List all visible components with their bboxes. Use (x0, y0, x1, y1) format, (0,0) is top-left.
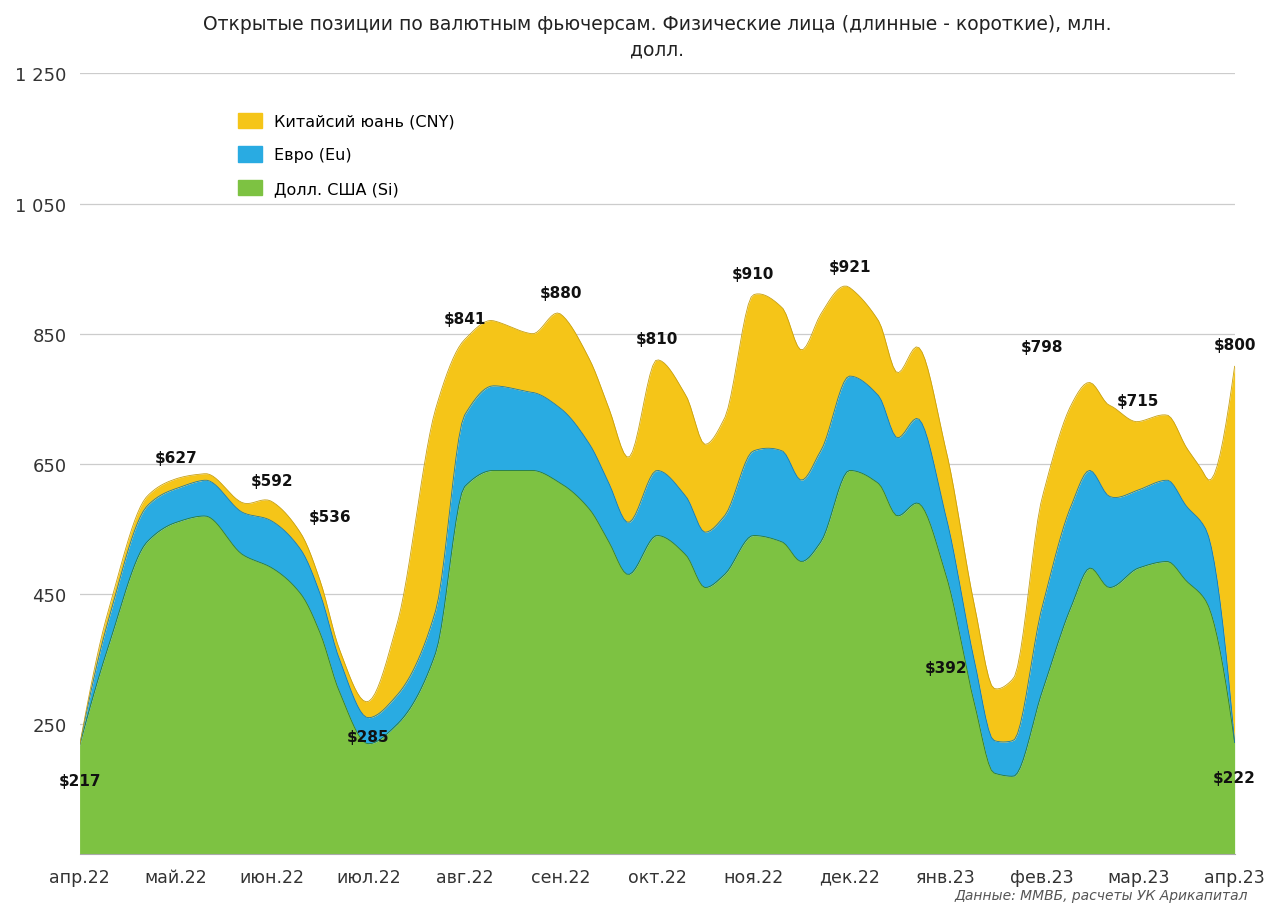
Text: $910: $910 (732, 267, 774, 281)
Text: $841: $841 (443, 312, 486, 326)
Text: $392: $392 (924, 660, 968, 675)
Text: $217: $217 (59, 774, 101, 789)
Text: $798: $798 (1021, 339, 1064, 355)
Text: Данные: ММВБ, расчеты УК Арикапитал: Данные: ММВБ, расчеты УК Арикапитал (955, 889, 1248, 902)
Text: $222: $222 (1213, 770, 1256, 786)
Text: $921: $921 (828, 259, 870, 275)
Text: $627: $627 (155, 450, 197, 466)
Text: $715: $715 (1117, 393, 1160, 408)
Text: $592: $592 (251, 473, 293, 488)
Text: $810: $810 (636, 332, 678, 346)
Legend: Китайсий юань (CNY), Евро (Eu), Долл. США (Si): Китайсий юань (CNY), Евро (Eu), Долл. СШ… (238, 114, 456, 197)
Text: $800: $800 (1213, 338, 1256, 353)
Title: Открытые позиции по валютным фьючерсам. Физические лица (длинные - короткие), мл: Открытые позиции по валютным фьючерсам. … (202, 15, 1111, 59)
Text: $536: $536 (308, 510, 351, 525)
Text: $880: $880 (540, 286, 582, 301)
Text: $285: $285 (347, 730, 389, 744)
